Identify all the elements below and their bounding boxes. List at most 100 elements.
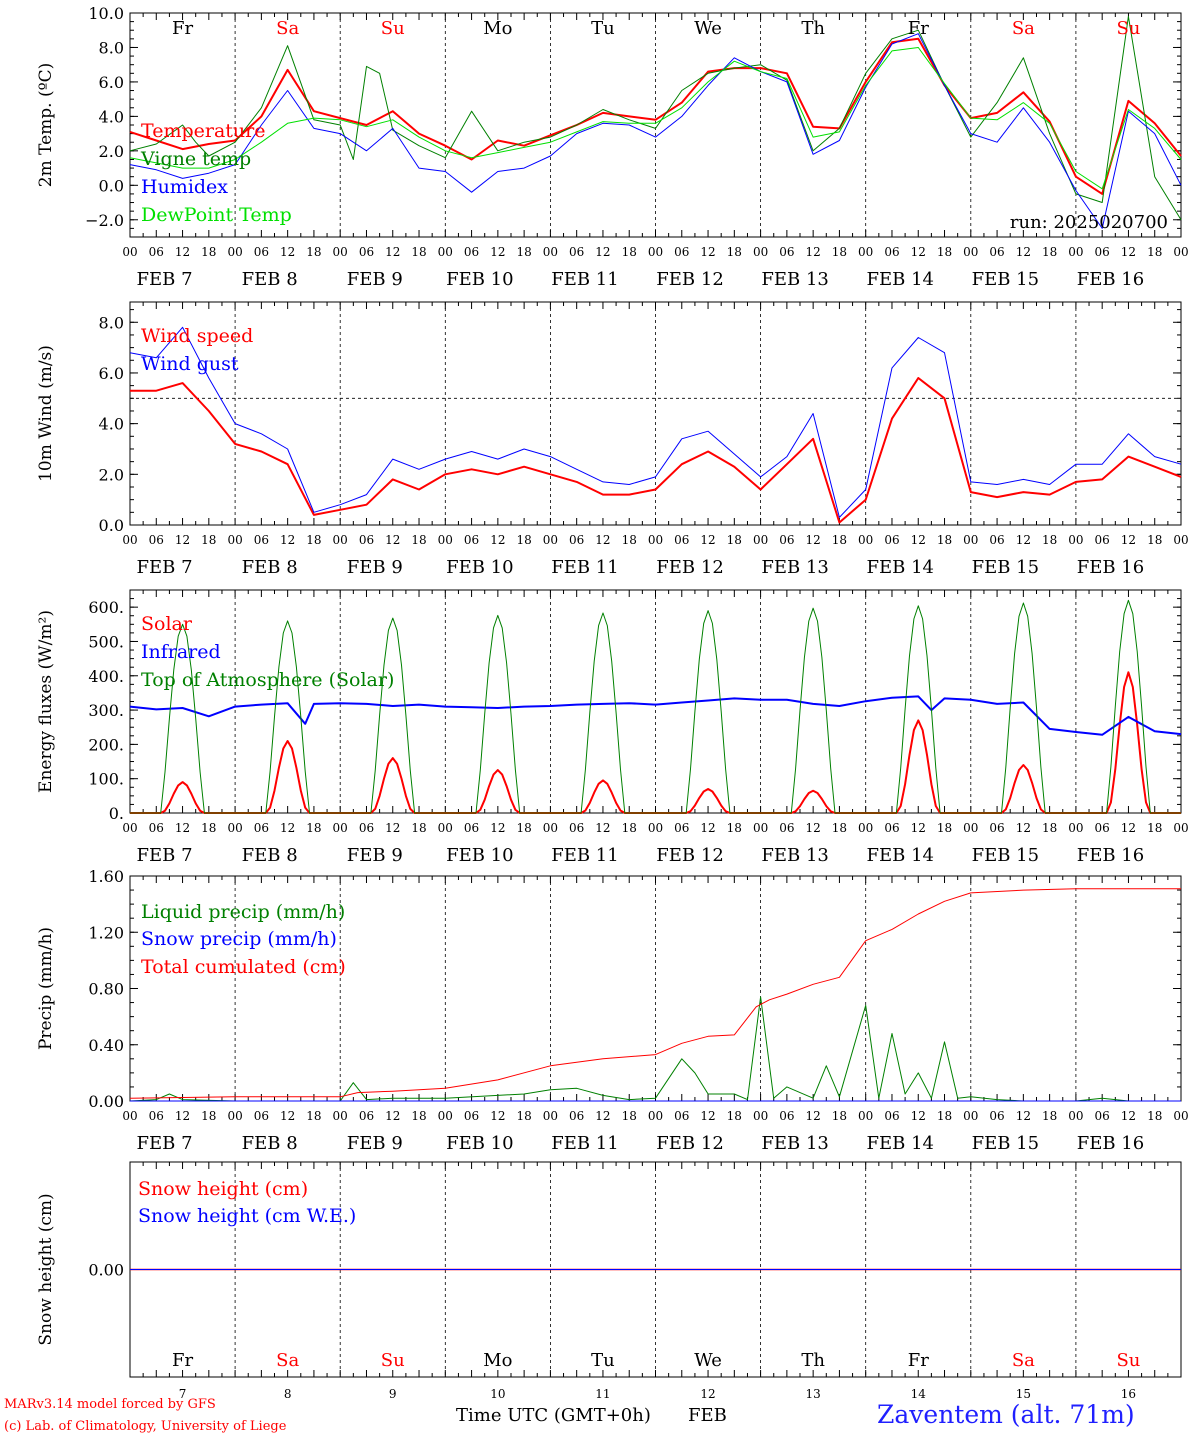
date-label: FEB 8 bbox=[242, 845, 298, 866]
y-tick-label: 6.0 bbox=[99, 364, 124, 383]
hour-label: 00 bbox=[1068, 821, 1083, 835]
hour-label: 06 bbox=[149, 1109, 164, 1123]
hour-label: 12 bbox=[385, 821, 400, 835]
hour-label: 06 bbox=[254, 245, 269, 259]
date-label: FEB 14 bbox=[867, 269, 934, 290]
date-label: FEB 13 bbox=[761, 1133, 828, 1154]
hour-label: 06 bbox=[884, 1109, 899, 1123]
weekday-label: Mo bbox=[483, 18, 512, 39]
date-label: FEB 15 bbox=[972, 1133, 1039, 1154]
legend-entry: Wind gust bbox=[141, 353, 239, 375]
series-line-dewpoint-temp bbox=[129, 47, 1182, 190]
hour-label: 18 bbox=[937, 1109, 952, 1123]
y-tick-label: 1.20 bbox=[88, 923, 124, 942]
hour-label: 18 bbox=[1042, 245, 1057, 259]
hour-label: 18 bbox=[1042, 821, 1057, 835]
y-tick-label: 2.0 bbox=[99, 465, 124, 484]
hour-label: 06 bbox=[464, 821, 479, 835]
hour-label: 12 bbox=[175, 533, 190, 547]
hour-label: 00 bbox=[122, 1109, 137, 1123]
station-label: Zaventem (alt. 71m) bbox=[877, 1400, 1135, 1429]
date-label: FEB 12 bbox=[656, 1133, 723, 1154]
legend-entry: Infrared bbox=[141, 641, 221, 663]
date-label: FEB 11 bbox=[551, 557, 618, 578]
hour-label: 18 bbox=[937, 245, 952, 259]
hour-label: 12 bbox=[280, 245, 295, 259]
hour-label: 00 bbox=[858, 1109, 873, 1123]
hour-label: 06 bbox=[884, 245, 899, 259]
hour-label: 00 bbox=[963, 1109, 978, 1123]
hour-label: 06 bbox=[674, 1109, 689, 1123]
date-label: FEB 7 bbox=[137, 1133, 193, 1154]
hour-label: 06 bbox=[149, 245, 164, 259]
hour-label: 12 bbox=[700, 245, 715, 259]
legend-entry: Top of Atmosphere (Solar) bbox=[141, 669, 394, 691]
date-label: FEB 16 bbox=[1077, 845, 1144, 866]
bottom-day-number: 10 bbox=[490, 1387, 505, 1401]
panel-frame bbox=[129, 589, 1182, 814]
hour-label: 18 bbox=[622, 1109, 637, 1123]
y-tick-label: 4.0 bbox=[99, 107, 124, 126]
date-label: FEB 15 bbox=[972, 269, 1039, 290]
y-axis-label: Energy fluxes (W/m²) bbox=[36, 610, 56, 793]
hour-label: 00 bbox=[333, 245, 348, 259]
panel-4: 0.00 0.40 0.80 1.20 1.60 Precip (mm/h) Liquid … bbox=[36, 867, 1189, 1154]
bottom-weekday-label: Mo bbox=[483, 1350, 512, 1371]
date-label: FEB 9 bbox=[347, 557, 403, 578]
legend-entry: DewPoint Temp bbox=[141, 204, 292, 226]
y-tick-label: 500. bbox=[88, 632, 124, 651]
series-line-liquid-precip-mm-h- bbox=[129, 996, 1181, 1102]
date-label: FEB 12 bbox=[656, 845, 723, 866]
hour-label: 18 bbox=[411, 245, 426, 259]
hour-label: 00 bbox=[648, 821, 663, 835]
bottom-weekday-label: Su bbox=[381, 1350, 405, 1371]
hour-label: 12 bbox=[1121, 821, 1136, 835]
weekday-label: Sa bbox=[1012, 18, 1035, 39]
hour-label: 12 bbox=[595, 533, 610, 547]
hour-label: 18 bbox=[622, 245, 637, 259]
legend-entry: Snow precip (mm/h) bbox=[141, 928, 337, 950]
hour-label: 00 bbox=[333, 533, 348, 547]
bottom-day-number: 12 bbox=[700, 1387, 715, 1401]
hour-label: 12 bbox=[911, 821, 926, 835]
hour-label: 00 bbox=[122, 821, 137, 835]
date-label: FEB 10 bbox=[446, 269, 513, 290]
hour-label: 06 bbox=[1095, 245, 1110, 259]
y-tick-label: 8.0 bbox=[99, 38, 124, 57]
bottom-weekday-label: Tu bbox=[591, 1350, 615, 1371]
hour-label: 06 bbox=[779, 533, 794, 547]
legend-entry: Wind speed bbox=[141, 325, 253, 347]
series-line-infrared bbox=[129, 695, 1182, 736]
bottom-weekday-label: Th bbox=[801, 1350, 825, 1371]
date-label: FEB 11 bbox=[551, 1133, 618, 1154]
model-credit: MARv3.14 model forced by GFS bbox=[4, 1397, 216, 1412]
hour-label: 06 bbox=[359, 821, 374, 835]
panel-2: 0.0 2.0 4.0 6.0 8.0 10m Wind (m/s) Wind speed W… bbox=[36, 301, 1189, 578]
date-label: FEB 9 bbox=[347, 269, 403, 290]
hour-label: 00 bbox=[648, 533, 663, 547]
hour-label: 18 bbox=[516, 1109, 531, 1123]
hour-label: 06 bbox=[674, 821, 689, 835]
hour-label: 06 bbox=[254, 1109, 269, 1123]
hour-label: 00 bbox=[963, 245, 978, 259]
legend-entry: Humidex bbox=[141, 176, 228, 198]
legend-entry: Snow height (cm W.E.) bbox=[138, 1205, 356, 1227]
hour-label: 06 bbox=[569, 245, 584, 259]
date-label: FEB 12 bbox=[656, 557, 723, 578]
hour-label: 00 bbox=[333, 1109, 348, 1123]
hour-label: 12 bbox=[595, 1109, 610, 1123]
hour-label: 18 bbox=[306, 245, 321, 259]
series-line-humidex bbox=[129, 33, 1182, 229]
hour-label: 12 bbox=[700, 1109, 715, 1123]
weekday-label: Su bbox=[1116, 18, 1140, 39]
bottom-day-number: 15 bbox=[1016, 1387, 1031, 1401]
hour-label: 12 bbox=[1016, 821, 1031, 835]
y-tick-label: 600. bbox=[88, 598, 124, 617]
hour-label: 12 bbox=[911, 245, 926, 259]
date-label: FEB 12 bbox=[656, 269, 723, 290]
hour-label: 18 bbox=[411, 533, 426, 547]
hour-label: 12 bbox=[1121, 245, 1136, 259]
hour-label: 12 bbox=[385, 533, 400, 547]
y-tick-label: 10.0 bbox=[88, 4, 124, 23]
